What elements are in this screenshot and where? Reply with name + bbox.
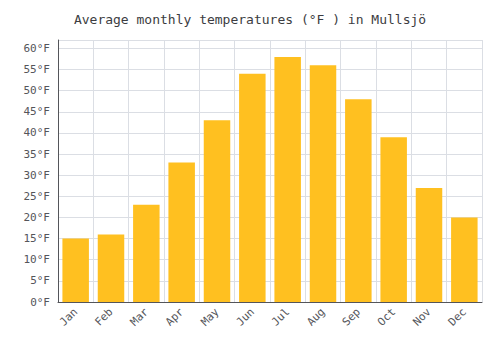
svg-text:20°F: 20°F [24,211,51,224]
svg-text:15°F: 15°F [24,232,51,245]
svg-text:50°F: 50°F [24,84,51,97]
svg-text:May: May [198,305,221,328]
svg-text:Feb: Feb [92,305,115,328]
svg-text:Jul: Jul [269,305,292,328]
svg-text:25°F: 25°F [24,190,51,203]
svg-text:45°F: 45°F [24,105,51,118]
svg-text:0°F: 0°F [30,296,50,309]
svg-text:Jun: Jun [234,305,257,328]
svg-text:30°F: 30°F [24,169,51,182]
svg-text:Mar: Mar [128,305,151,328]
svg-text:Oct: Oct [375,305,398,328]
svg-text:40°F: 40°F [24,126,51,139]
svg-text:Sep: Sep [340,305,363,328]
svg-text:10°F: 10°F [24,253,51,266]
svg-text:Nov: Nov [410,305,433,328]
svg-text:Dec: Dec [446,305,469,328]
svg-text:5°F: 5°F [30,274,50,287]
svg-text:Apr: Apr [163,305,186,328]
svg-text:55°F: 55°F [24,63,51,76]
svg-text:Aug: Aug [304,305,327,328]
svg-text:Jan: Jan [57,305,80,328]
svg-text:60°F: 60°F [24,42,51,55]
svg-text:35°F: 35°F [24,148,51,161]
svg-text:Average monthly temperatures (: Average monthly temperatures (°F ) in Mu… [74,12,426,27]
